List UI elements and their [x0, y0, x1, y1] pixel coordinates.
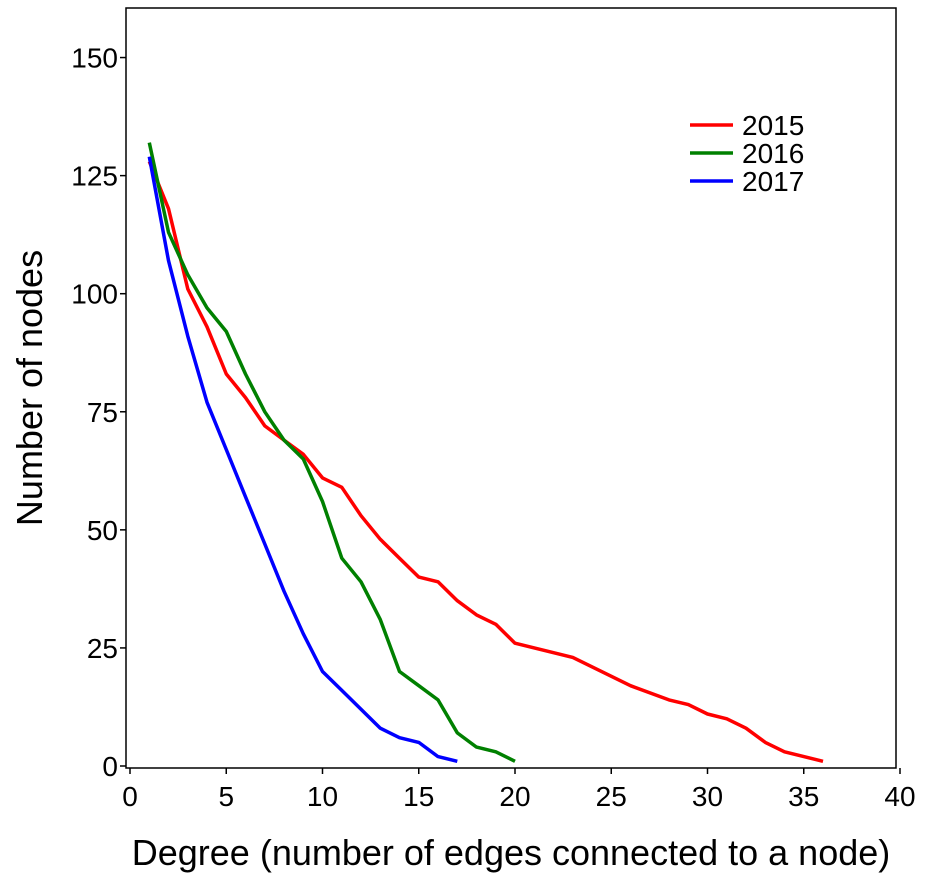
x-tick-label: 0: [122, 781, 138, 812]
series-lines: [147, 142, 824, 764]
x-tick-label: 5: [218, 781, 234, 812]
x-tick-label: 15: [403, 781, 434, 812]
legend-label-2016: 2016: [742, 138, 804, 169]
x-tick-label: 10: [307, 781, 338, 812]
x-axis-title: Degree (number of edges connected to a n…: [132, 832, 891, 873]
legend-label-2017: 2017: [742, 166, 804, 197]
x-axis-ticks: 0 5 10 15 20 25 30 35 40: [122, 768, 916, 812]
x-tick-label: 35: [788, 781, 819, 812]
y-tick-label: 150: [71, 43, 118, 74]
y-tick-label: 50: [87, 515, 118, 546]
y-tick-label: 100: [71, 279, 118, 310]
series-line-2017: [147, 156, 458, 764]
series-line-2016: [147, 142, 516, 763]
y-tick-label: 25: [87, 633, 118, 664]
y-axis-ticks: 0 25 50 75 100 125 150: [71, 43, 126, 782]
x-tick-label: 40: [884, 781, 915, 812]
legend-label-2015: 2015: [742, 110, 804, 141]
y-axis-title: Number of nodes: [9, 250, 50, 526]
x-tick-label: 25: [596, 781, 627, 812]
y-tick-label: 125: [71, 161, 118, 192]
x-tick-label: 30: [692, 781, 723, 812]
x-tick-label: 20: [499, 781, 530, 812]
y-tick-label: 75: [87, 397, 118, 428]
y-tick-label: 0: [102, 751, 118, 782]
series-line-2015: [147, 160, 824, 763]
